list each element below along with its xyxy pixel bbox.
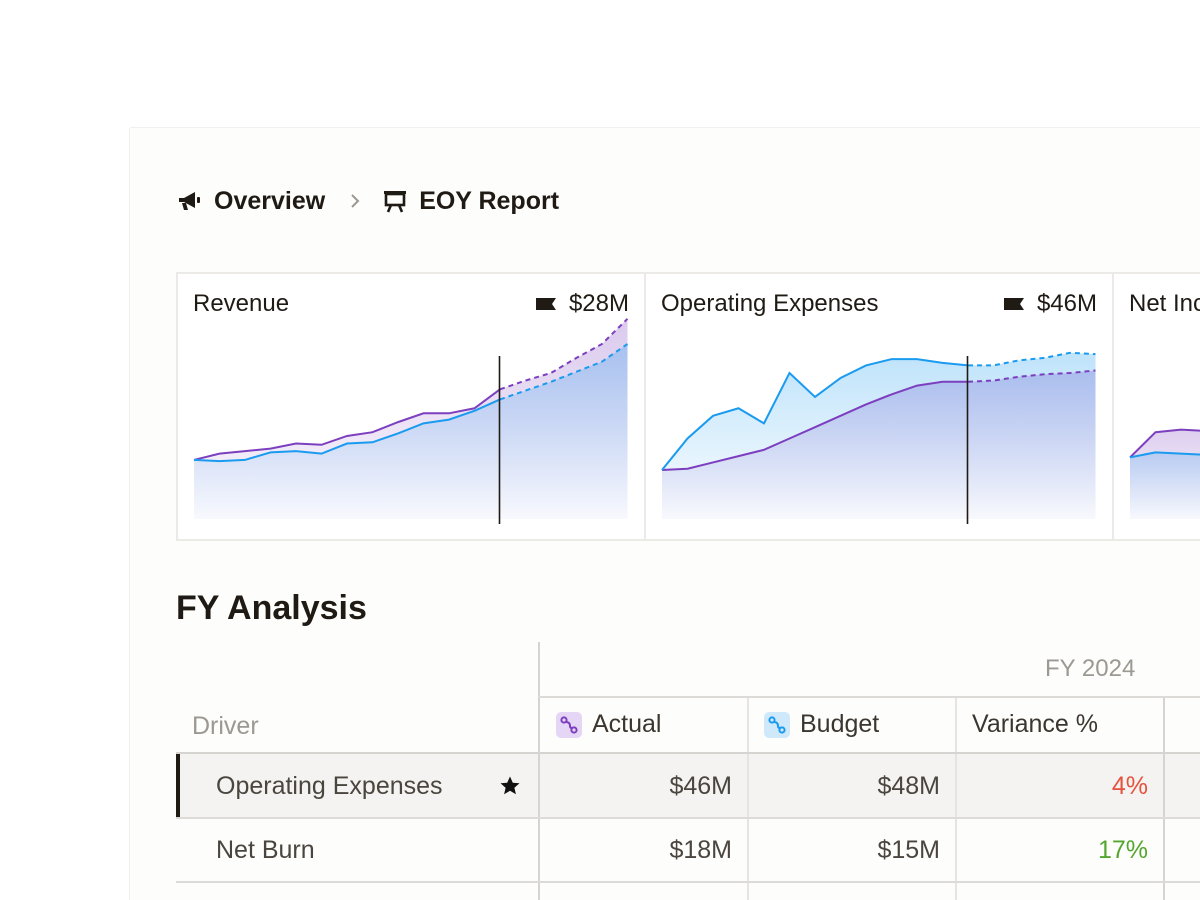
row-divider xyxy=(176,881,1200,883)
card-title: Net Income xyxy=(1129,290,1200,317)
section-title: FY Analysis xyxy=(176,589,367,627)
series-forecast-line xyxy=(967,369,1096,383)
breadcrumb-label: EOY Report xyxy=(419,186,560,215)
metric-card-net-income[interactable]: Net Income xyxy=(1114,274,1200,539)
presentation-board-icon xyxy=(381,187,409,215)
series-line xyxy=(661,380,968,471)
series-line xyxy=(193,398,501,463)
series-area xyxy=(194,344,628,519)
series-forecast-line xyxy=(499,318,629,391)
operating-expenses-chart xyxy=(661,351,1096,524)
row-divider xyxy=(176,817,1200,819)
series-forecast-line xyxy=(499,343,629,401)
card-value: $28M xyxy=(535,290,629,318)
card-title: Operating Expenses xyxy=(661,290,879,317)
flag-icon xyxy=(1003,296,1025,312)
column-divider xyxy=(1163,754,1165,817)
column-header-budget[interactable]: Budget xyxy=(764,710,879,739)
megaphone-icon xyxy=(176,187,204,215)
revenue-chart xyxy=(193,318,629,524)
net-income-chart xyxy=(1129,428,1200,519)
cell-actual[interactable]: $18M xyxy=(669,836,732,864)
series-area xyxy=(1130,452,1200,519)
cell-budget[interactable]: $15M xyxy=(877,836,940,864)
table-row[interactable] xyxy=(176,754,1200,817)
column-divider xyxy=(747,754,749,817)
metric-cards: Revenue $28M Operating Expenses $46M Net… xyxy=(176,272,1200,541)
star-icon[interactable] xyxy=(499,775,521,797)
card-value-text: $28M xyxy=(568,290,629,317)
card-value: $46M xyxy=(1003,290,1097,318)
metric-card-revenue[interactable]: Revenue $28M xyxy=(178,274,646,539)
header-bottom-divider xyxy=(176,752,1200,754)
series-line xyxy=(661,358,969,471)
period-header: FY 2024 xyxy=(1045,655,1136,682)
column-divider xyxy=(538,754,540,817)
header-divider xyxy=(538,696,1200,698)
card-value-text: $46M xyxy=(1036,290,1097,317)
column-header-actual[interactable]: Actual xyxy=(556,710,661,739)
column-header-variance[interactable]: Variance % xyxy=(972,710,1098,739)
cell-budget[interactable]: $48M xyxy=(877,772,940,800)
series-line xyxy=(1129,451,1200,459)
column-header-label: Actual xyxy=(592,710,662,738)
driver-link-icon xyxy=(556,711,582,738)
breadcrumb: Overview EOY Report xyxy=(176,183,559,219)
metric-card-operating-expenses[interactable]: Operating Expenses $46M xyxy=(646,274,1114,539)
card-title: Revenue xyxy=(193,290,290,317)
series-forecast-line xyxy=(968,351,1096,367)
row-selection-indicator xyxy=(176,754,180,817)
column-header-label: Budget xyxy=(800,710,880,738)
row-driver-label: Net Burn xyxy=(216,836,315,864)
breadcrumb-item-eoy-report[interactable]: EOY Report xyxy=(381,187,559,216)
column-divider xyxy=(955,754,957,817)
column-header-label: Variance % xyxy=(972,710,1098,738)
series-line xyxy=(1129,428,1200,459)
cell-variance[interactable]: 4% xyxy=(1111,772,1148,800)
breadcrumb-item-overview[interactable]: Overview xyxy=(176,187,325,216)
series-line xyxy=(193,388,501,461)
flag-icon xyxy=(535,296,557,312)
chevron-right-icon xyxy=(349,192,361,210)
cell-actual[interactable]: $46M xyxy=(669,772,732,800)
breadcrumb-label: Overview xyxy=(214,186,326,215)
driver-link-icon xyxy=(764,711,790,738)
cell-variance[interactable]: 17% xyxy=(1097,836,1148,864)
row-driver-label: Operating Expenses xyxy=(216,772,443,800)
series-area xyxy=(662,352,1096,519)
column-header-driver[interactable]: Driver xyxy=(192,712,259,740)
